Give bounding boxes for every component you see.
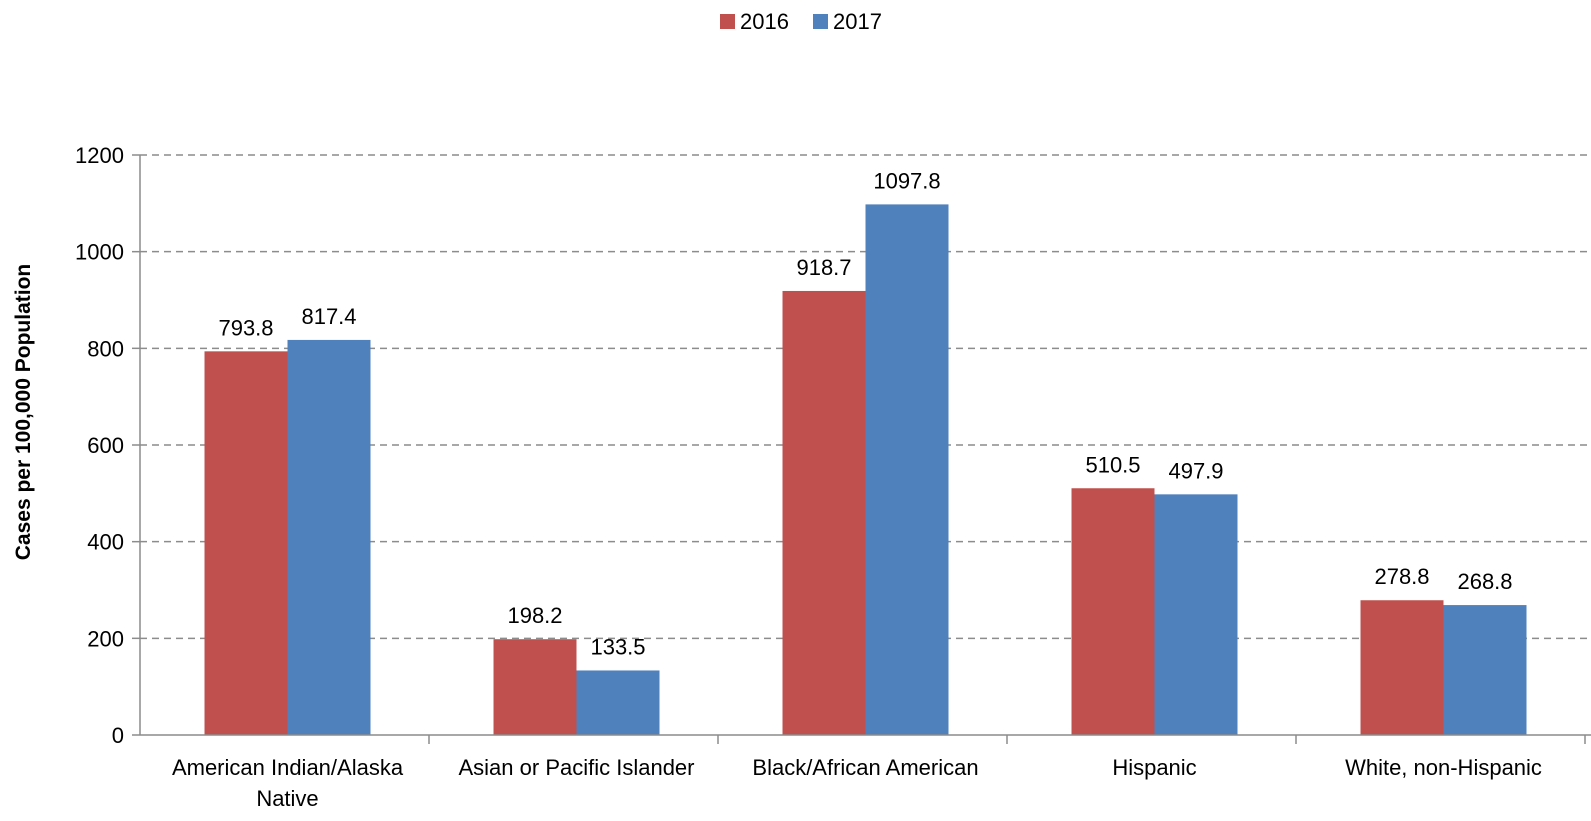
- y-tick-label-800: 800: [87, 336, 124, 361]
- data-label-2016-2: 918.7: [796, 255, 851, 280]
- y-tick-label-200: 200: [87, 626, 124, 651]
- data-label-2016-4: 278.8: [1374, 564, 1429, 589]
- y-tick-label-0: 0: [112, 723, 124, 748]
- data-label-2017-3: 497.9: [1168, 458, 1223, 483]
- y-tick-label-600: 600: [87, 433, 124, 458]
- data-label-2017-0: 817.4: [301, 304, 356, 329]
- data-label-2016-0: 793.8: [218, 315, 273, 340]
- legend-label-2017: 2017: [833, 9, 882, 34]
- bar-2017-0: [287, 339, 371, 735]
- legend-label-2016: 2016: [740, 9, 789, 34]
- legend-swatch-2016: [720, 14, 735, 29]
- bar-2017-2: [865, 204, 949, 735]
- x-category-label-2-0: Black/African American: [752, 755, 978, 780]
- axes: [139, 155, 1591, 744]
- x-category-label-0-1: Native: [256, 786, 318, 811]
- bar-2016-0: [204, 351, 288, 735]
- data-label-2017-1: 133.5: [590, 634, 645, 659]
- y-tick-label-1000: 1000: [75, 240, 124, 265]
- x-category-label-3-0: Hispanic: [1112, 755, 1196, 780]
- y-tick-label-1200: 1200: [75, 143, 124, 168]
- bar-2017-3: [1154, 494, 1238, 735]
- data-label-2016-3: 510.5: [1085, 452, 1140, 477]
- legend-swatch-2017: [813, 14, 828, 29]
- y-tick-label-400: 400: [87, 530, 124, 555]
- bar-2016-3: [1071, 488, 1155, 735]
- bar-2016-1: [493, 639, 577, 735]
- data-label-2017-4: 268.8: [1457, 569, 1512, 594]
- x-category-label-0-0: American Indian/Alaska: [172, 755, 404, 780]
- y-axis-label: Cases per 100,000 Population: [12, 264, 35, 560]
- data-label-2017-2: 1097.8: [873, 168, 940, 193]
- legend: 2016 2017: [720, 9, 882, 34]
- x-category-label-4-0: White, non-Hispanic: [1345, 755, 1542, 780]
- y-axis-ticks: 0 200 400 600 800 1000 1200: [75, 143, 140, 748]
- bar-2017-4: [1443, 605, 1527, 735]
- bar-2017-1: [576, 670, 660, 735]
- bar-2016-2: [782, 290, 866, 735]
- bars: [204, 204, 1527, 735]
- x-axis-labels: American Indian/Alaska Native Asian or Pac…: [172, 755, 1542, 811]
- x-category-label-1-0: Asian or Pacific Islander: [459, 755, 695, 780]
- data-label-2016-1: 198.2: [507, 603, 562, 628]
- data-labels: 793.8 817.4 198.2 133.5 918.7 1097.8 510.5 497.…: [218, 168, 1512, 659]
- bar-2016-4: [1360, 600, 1444, 735]
